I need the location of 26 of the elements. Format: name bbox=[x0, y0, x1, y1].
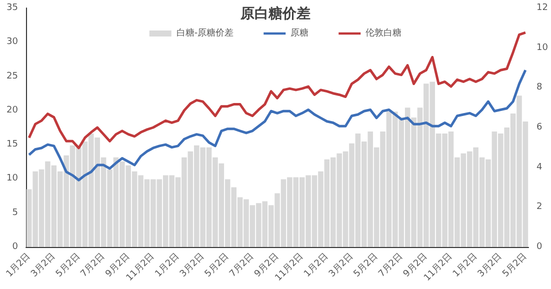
y-tick-label: 30 bbox=[6, 37, 18, 48]
x-tick-label: 7月2日 bbox=[228, 251, 256, 280]
y-tick-label: 10 bbox=[6, 174, 18, 184]
y-tick-label: 35 bbox=[6, 3, 18, 13]
x-tick-label: 5月2日 bbox=[54, 251, 82, 280]
y2-tick-label: 2 bbox=[536, 202, 542, 212]
y-tick-label: 0 bbox=[12, 242, 18, 252]
line-series bbox=[28, 68, 527, 182]
y-tick-label: 5 bbox=[12, 208, 18, 218]
y2-tick-label: 8 bbox=[536, 82, 543, 93]
x-tick-label: 5月2日 bbox=[501, 251, 529, 280]
y2-tick-label: 0 bbox=[536, 242, 543, 252]
y-tick-label: 20 bbox=[6, 105, 18, 116]
x-tick-label: 1月2日 bbox=[302, 251, 330, 280]
y2-tick-label: 4 bbox=[536, 162, 543, 172]
y2-tick-label: 12 bbox=[536, 3, 548, 13]
y-tick-label: 15 bbox=[6, 140, 18, 150]
legend-label: 原糖 bbox=[290, 28, 309, 38]
x-tick-label: 1月2日 bbox=[154, 251, 182, 280]
x-tick-label: 1月2日 bbox=[451, 251, 480, 280]
legend-label: 伦敦白糖 bbox=[366, 28, 402, 38]
chart-title: 原白糖价差 bbox=[240, 5, 310, 22]
legend-label: 白糖-原糖价差 bbox=[176, 28, 234, 38]
y2-tick-label: 6 bbox=[536, 122, 543, 132]
y-tick-label: 25 bbox=[6, 71, 18, 82]
y2-tick-label: 10 bbox=[536, 42, 548, 53]
